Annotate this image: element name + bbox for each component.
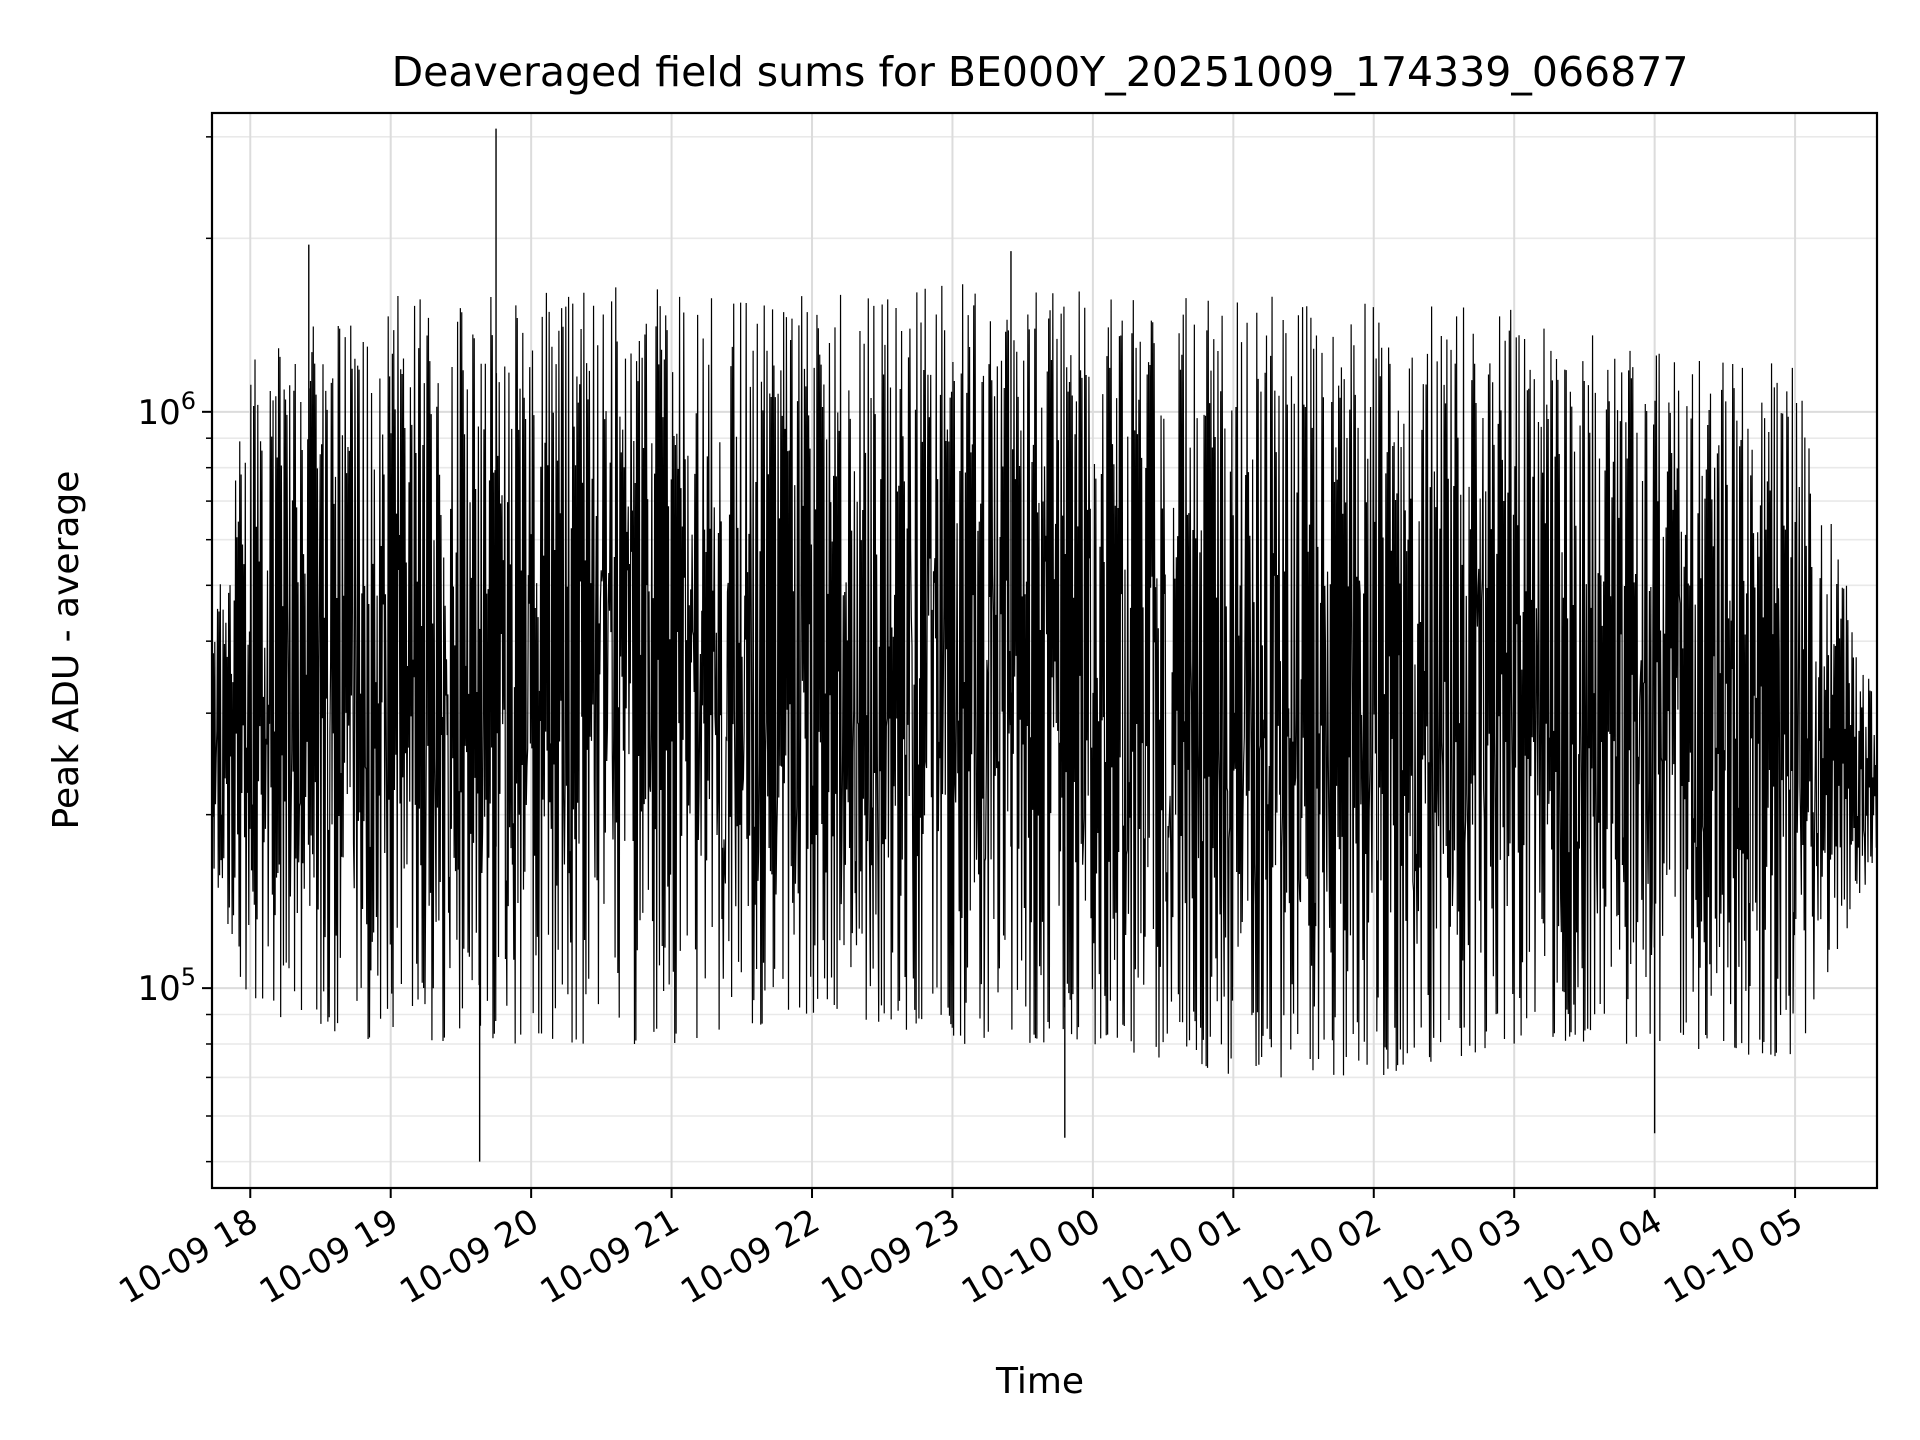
x-tick-label: 10-09 22 [674, 1201, 826, 1312]
x-axis-label: Time [995, 1361, 1084, 1402]
x-tick-label: 10-09 18 [112, 1201, 264, 1312]
y-tick-label-exponent: 5 [181, 963, 196, 991]
x-tick-label: 10-10 04 [1517, 1201, 1669, 1312]
x-tick-label: 10-09 23 [815, 1201, 967, 1312]
x-tick-label: 10-09 19 [253, 1201, 405, 1312]
x-tick-label: 10-10 03 [1376, 1201, 1528, 1312]
series-path [211, 284, 1878, 1078]
y-axis-label: Peak ADU - average [46, 471, 87, 830]
chart-title: Deaveraged field sums for BE000Y_2025100… [392, 48, 1689, 96]
x-tick-label: 10-10 05 [1657, 1201, 1809, 1312]
y-tick-label: 106 [137, 387, 196, 433]
data-series-line [211, 128, 1878, 1162]
x-tick-label: 10-10 02 [1236, 1201, 1388, 1312]
x-tick-label: 10-09 21 [534, 1201, 686, 1312]
x-tick-label: 10-09 20 [393, 1201, 545, 1312]
y-tick-label-base: 10 [137, 969, 180, 1009]
x-tick-label: 10-10 01 [1095, 1201, 1247, 1312]
y-tick-label: 105 [137, 963, 196, 1009]
y-tick-label-exponent: 6 [181, 387, 196, 415]
x-tick-label: 10-10 00 [955, 1201, 1107, 1312]
y-tick-label-base: 10 [137, 393, 180, 433]
plot-frame [210, 111, 1879, 1190]
